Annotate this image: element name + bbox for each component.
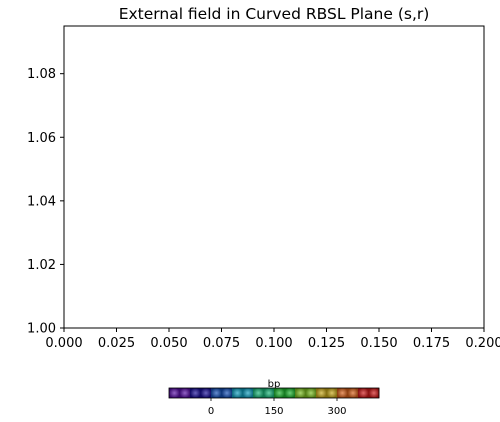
- y-tick-label: 1.02: [27, 258, 56, 273]
- colorbar-band-shade: [305, 388, 317, 398]
- colorbar-band-shade: [169, 388, 180, 398]
- x-tick-label: 0.100: [255, 336, 292, 351]
- colorbar-tick-label: 150: [264, 406, 283, 417]
- colorbar-band-shade: [211, 388, 222, 398]
- x-tick-label: 0.050: [150, 336, 187, 351]
- x-tick-label: 0.000: [45, 336, 82, 351]
- colorbar-tick-label: 300: [327, 406, 346, 417]
- colorbar-band-shade: [221, 388, 233, 398]
- colorbar-band-shade: [232, 388, 243, 398]
- colorbar-band-shade: [263, 388, 275, 398]
- y-tick-label: 1.08: [27, 67, 56, 82]
- colorbar-band-shade: [253, 388, 264, 398]
- colorbar-tick-label: 0: [208, 406, 214, 417]
- y-tick-label: 1.06: [27, 131, 56, 146]
- y-tick-label: 1.00: [27, 322, 56, 337]
- x-tick-label: 0.025: [98, 336, 135, 351]
- plot-frame: [63, 25, 485, 329]
- x-tick-label: 0.075: [203, 336, 240, 351]
- x-tick-label: 0.200: [465, 336, 500, 351]
- colorbar-band-shade: [347, 388, 359, 398]
- colorbar-band-shade: [368, 388, 380, 398]
- plot-area: [63, 25, 485, 329]
- colorbar-band-shade: [295, 388, 306, 398]
- colorbar-band-shade: [284, 388, 296, 398]
- y-axis: 1.00 1.02 1.04 1.06 1.08: [27, 67, 64, 337]
- chart-title: External field in Curved RBSL Plane (s,r…: [119, 5, 430, 23]
- colorbar-band-shade: [200, 388, 212, 398]
- colorbar-band-shade: [337, 388, 348, 398]
- colorbar-label: bp: [268, 379, 281, 390]
- x-tick-label: 0.125: [308, 336, 345, 351]
- colorbar-band-shade: [326, 388, 338, 398]
- colorbar-band-shade: [274, 388, 285, 398]
- x-tick-label: 0.175: [413, 336, 450, 351]
- x-axis: 0.000 0.025 0.050 0.075 0.100 0.125 0.150 0.175…: [45, 328, 500, 351]
- y-tick-label: 1.04: [27, 194, 56, 209]
- x-tick-label: 0.150: [360, 336, 397, 351]
- colorbar-band-shade: [242, 388, 254, 398]
- colorbar-band-shade: [179, 388, 191, 398]
- colorbar-band-shade: [358, 388, 369, 398]
- colorbar-band-shade: [316, 388, 327, 398]
- colorbar-band-shade: [190, 388, 201, 398]
- colorbar: bp 0 150 300: [168, 379, 380, 417]
